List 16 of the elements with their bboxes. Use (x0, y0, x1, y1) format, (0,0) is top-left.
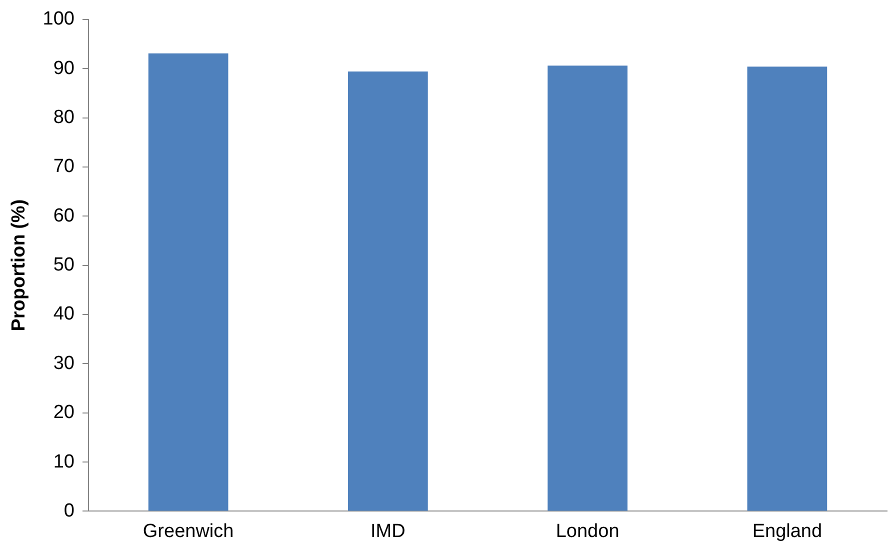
y-tick-label: 10 (53, 451, 74, 472)
y-tick-label: 70 (53, 156, 74, 178)
y-tick-label: 20 (53, 402, 74, 424)
y-tick-label: 100 (42, 8, 74, 30)
x-tick-label: IMD (370, 520, 406, 542)
x-tick-label: Greenwich (142, 520, 234, 542)
x-tick-label: London (556, 520, 620, 542)
x-tick-label: England (752, 520, 822, 542)
y-tick-label: 50 (53, 254, 74, 276)
y-tick-label: 80 (53, 106, 74, 128)
y-tick-label: 30 (53, 352, 74, 374)
y-tick-label: 90 (53, 58, 74, 79)
y-tick-label: 60 (53, 205, 74, 226)
y-tick-label: 40 (53, 304, 74, 325)
y-axis-title: Proportion (%) (8, 199, 30, 332)
y-tick-label: 0 (64, 500, 74, 522)
